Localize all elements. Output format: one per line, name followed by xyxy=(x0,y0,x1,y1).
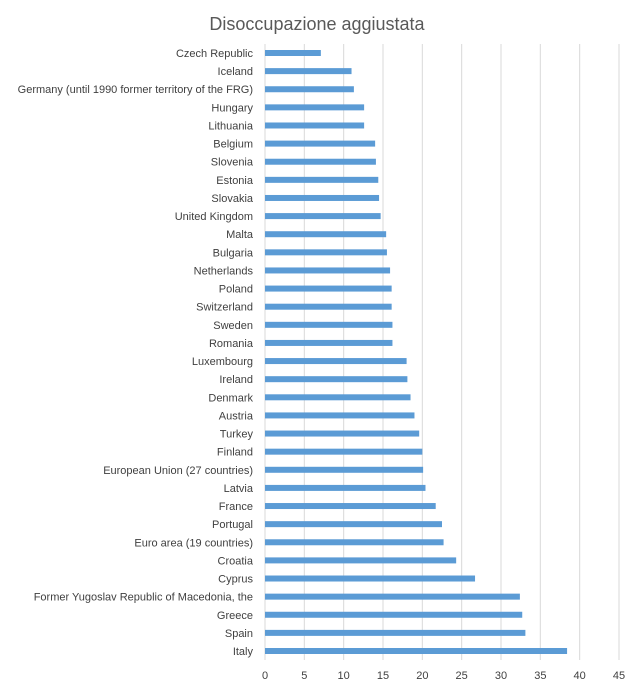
bar xyxy=(265,50,321,56)
bar xyxy=(265,285,392,292)
x-tick-label: 0 xyxy=(262,670,268,682)
y-category-label: Euro area (19 countries) xyxy=(134,537,253,549)
y-category-label: Former Yugoslav Republic of Macedonia, t… xyxy=(34,592,253,604)
y-category-label: Portugal xyxy=(212,519,253,531)
y-category-label: Estonia xyxy=(216,175,254,187)
x-tick-label: 25 xyxy=(456,670,468,682)
bar xyxy=(265,104,365,111)
grid-layer xyxy=(264,44,620,660)
bar xyxy=(265,466,424,473)
bar xyxy=(265,358,407,365)
y-category-label: Belgium xyxy=(213,139,253,151)
bar xyxy=(265,86,354,93)
x-tick-label: 5 xyxy=(301,670,307,682)
bar xyxy=(265,448,423,455)
x-tick-label: 10 xyxy=(338,670,350,682)
y-category-label: Croatia xyxy=(218,555,254,567)
bar xyxy=(265,158,376,165)
bar xyxy=(265,629,526,636)
y-category-label: Latvia xyxy=(224,483,254,495)
y-category-label: France xyxy=(219,501,253,513)
y-category-label: Sweden xyxy=(213,320,253,332)
bar xyxy=(265,412,415,419)
bar xyxy=(265,122,365,129)
bar xyxy=(265,575,476,582)
y-category-label: Ireland xyxy=(219,374,253,386)
bars-layer xyxy=(265,50,568,654)
y-category-label: Cyprus xyxy=(218,574,253,586)
bar xyxy=(265,648,568,654)
y-category-label: Turkey xyxy=(220,429,254,441)
y-category-label: Slovakia xyxy=(211,193,253,205)
bar xyxy=(265,321,393,328)
bar xyxy=(265,68,352,75)
bar xyxy=(265,503,436,510)
y-category-label: Iceland xyxy=(218,66,253,78)
bar xyxy=(265,213,381,220)
y-category-label: Lithuania xyxy=(208,120,254,132)
y-category-label: Italy xyxy=(233,646,254,658)
x-tick-label: 45 xyxy=(613,670,625,682)
y-category-label: Austria xyxy=(219,410,254,422)
bar xyxy=(265,194,380,201)
y-category-label: Bulgaria xyxy=(213,247,254,259)
y-category-label: European Union (27 countries) xyxy=(103,465,253,477)
bar xyxy=(265,539,444,546)
y-category-label: Luxembourg xyxy=(192,356,253,368)
x-tick-label: 15 xyxy=(377,670,389,682)
y-category-label: Malta xyxy=(226,229,254,241)
x-tick-label: 20 xyxy=(416,670,428,682)
y-category-label: United Kingdom xyxy=(175,211,253,223)
bar xyxy=(265,557,457,564)
bar xyxy=(265,593,520,600)
y-axis-labels: Czech Republic Iceland Germany (until 1990… xyxy=(18,48,254,658)
y-category-label: Slovenia xyxy=(211,157,254,169)
y-category-label: Hungary xyxy=(211,102,253,114)
x-tick-label: 30 xyxy=(495,670,507,682)
bar xyxy=(265,303,392,310)
x-tick-label: 40 xyxy=(574,670,586,682)
bar xyxy=(265,521,442,528)
y-category-label: Germany (until 1990 former territory of … xyxy=(18,84,253,96)
x-axis-tick-labels: 0 5 10 15 20 25 30 35 40 45 xyxy=(262,670,625,682)
y-category-label: Switzerland xyxy=(196,302,253,314)
chart-title: Disoccupazione aggiustata xyxy=(209,14,425,34)
y-category-label: Poland xyxy=(219,284,253,296)
bar xyxy=(265,611,523,618)
bar xyxy=(265,394,411,401)
bar xyxy=(265,339,393,346)
y-category-label: Romania xyxy=(209,338,254,350)
y-category-label: Spain xyxy=(225,628,253,640)
bar xyxy=(265,484,426,491)
y-category-label: Netherlands xyxy=(194,265,254,277)
bar xyxy=(265,140,376,147)
bar xyxy=(265,430,420,437)
bar xyxy=(265,176,379,183)
bar xyxy=(265,231,387,238)
bar xyxy=(265,376,408,383)
y-category-label: Greece xyxy=(217,610,253,622)
y-category-label: Czech Republic xyxy=(176,48,254,60)
y-category-label: Denmark xyxy=(208,392,253,404)
bar xyxy=(265,267,391,274)
y-category-label: Finland xyxy=(217,447,253,459)
x-tick-label: 35 xyxy=(534,670,546,682)
bar xyxy=(265,249,387,256)
